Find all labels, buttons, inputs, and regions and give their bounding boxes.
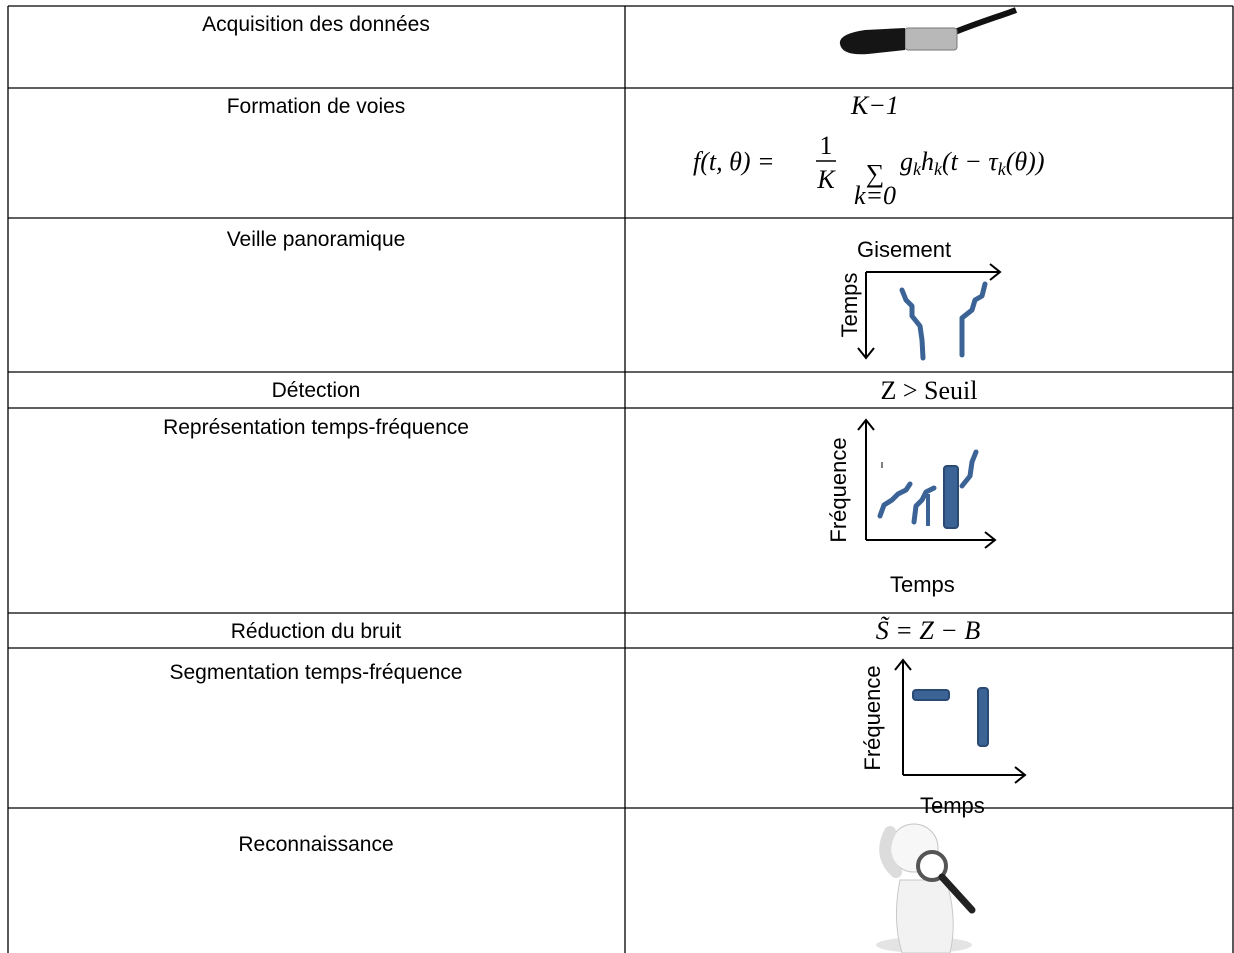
- formula-term: g: [900, 147, 913, 176]
- formula-numerator: 1: [820, 131, 833, 160]
- formula-term: h: [921, 147, 934, 176]
- probe-cable: [955, 10, 1016, 32]
- time-frequency-diagram: Fréquence Temps: [826, 420, 995, 597]
- energy-block: [944, 466, 958, 528]
- step-label: Formation de voies: [227, 95, 406, 118]
- segment-block: [978, 688, 988, 746]
- page: Acquisition des données Formation de voi…: [0, 0, 1234, 953]
- table-grid: [8, 6, 1233, 953]
- formula: f(t, θ) = 1 K ∑ K−1 k=0 gkhk(t − τk(θ)): [693, 91, 1044, 210]
- x-axis-arrow: [866, 532, 995, 548]
- step-label: Réduction du bruit: [231, 620, 402, 643]
- body: [896, 880, 953, 953]
- x-axis-label: Gisement: [857, 237, 951, 262]
- formula-lhs: f(t, θ) =: [693, 147, 775, 176]
- probe-body: [905, 28, 957, 50]
- formula: Z > Seuil: [881, 376, 978, 405]
- step-label: Segmentation temps-fréquence: [169, 661, 462, 684]
- step-label: Reconnaissance: [238, 833, 393, 856]
- probe-cap: [840, 28, 905, 54]
- y-axis-label: Fréquence: [826, 437, 851, 542]
- formula: S̃ = Z − B: [876, 616, 981, 645]
- y-axis-arrow: [858, 420, 874, 540]
- step-label: Représentation temps-fréquence: [163, 416, 469, 439]
- y-axis-label: Temps: [837, 273, 862, 338]
- track-curve: [880, 484, 910, 516]
- track-curve: [902, 290, 923, 358]
- step-label: Veille panoramique: [227, 228, 406, 251]
- segmentation-diagram: Fréquence Temps: [860, 660, 1025, 818]
- x-axis-label: Temps: [920, 793, 985, 818]
- formula-upper: K−1: [850, 91, 899, 120]
- formula-term: (t − τ: [942, 147, 999, 176]
- y-axis-arrow: [895, 660, 911, 775]
- segment-block: [913, 690, 949, 700]
- formula-body: gkhk(t − τk(θ)): [900, 147, 1044, 179]
- person-magnifier-image: [876, 824, 972, 953]
- y-axis-label: Fréquence: [860, 665, 885, 770]
- track-curve: [914, 488, 934, 522]
- track-curve: [962, 284, 985, 355]
- track-curve: [962, 452, 976, 486]
- bearing-time-diagram: Gisement Temps: [837, 237, 1000, 358]
- formula-denominator: K: [816, 165, 836, 194]
- formula-term: (θ)): [1006, 147, 1045, 176]
- formula-lower: k=0: [854, 181, 896, 210]
- x-axis-arrow: [903, 767, 1025, 783]
- step-label: Détection: [272, 379, 361, 402]
- x-axis-arrow: [866, 264, 1000, 280]
- x-axis-label: Temps: [890, 572, 955, 597]
- probe-image: [840, 10, 1016, 54]
- step-label: Acquisition des données: [202, 13, 430, 36]
